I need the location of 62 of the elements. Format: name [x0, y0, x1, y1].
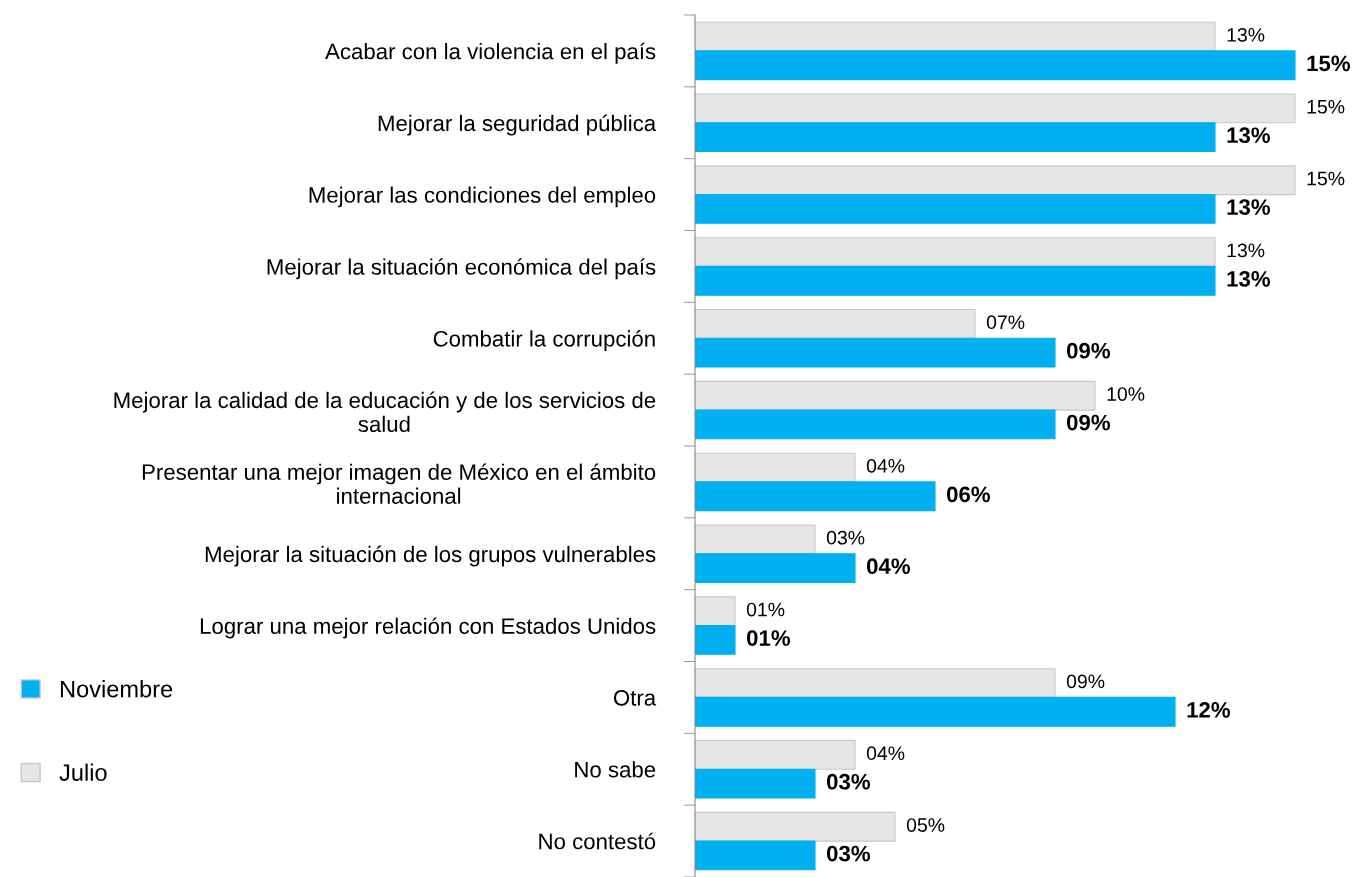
data-label: 03%	[826, 530, 865, 545]
data-label: 09%	[1066, 674, 1105, 689]
data-label: 10%	[1107, 387, 1145, 401]
data-label: 01%	[746, 602, 785, 617]
data-label: 13%	[1227, 127, 1270, 144]
y-tick-label: Mejorar la calidad de la educación y de los servicios de salud	[114, 391, 656, 433]
bar	[695, 524, 816, 555]
y-tick-label: Mejorar la situación de los grupos vulnerables	[205, 545, 656, 567]
y-tick-label: Combatir la corrupción	[433, 330, 655, 352]
bar	[695, 409, 1056, 440]
data-label: 13%	[1227, 199, 1270, 215]
bar	[695, 50, 1296, 81]
legend-label: Noviembre	[60, 680, 173, 698]
data-label: 09%	[1066, 342, 1110, 359]
data-label: 15%	[1307, 171, 1345, 186]
y-tick-label: No contestó	[539, 832, 656, 850]
bar	[695, 840, 816, 871]
data-label: 03%	[826, 773, 870, 790]
y-tick-label: Acabar con la violencia en el país	[325, 42, 656, 64]
bar	[695, 668, 1056, 698]
data-label: 04%	[866, 459, 905, 473]
bar	[695, 93, 1296, 124]
bar	[695, 768, 816, 799]
bar	[695, 237, 1216, 267]
data-label: 15%	[1307, 55, 1350, 72]
y-tick-label: Mejorar las condiciones del empleo	[309, 186, 656, 208]
bar	[695, 194, 1216, 224]
y-tick-label: Otra	[613, 689, 657, 706]
y-tick-label: Lograr una mejor relación con Estados Unidos	[200, 617, 656, 639]
bar	[695, 337, 1056, 368]
data-label: 13%	[1227, 243, 1265, 258]
bar	[695, 625, 736, 655]
bar	[695, 696, 1176, 727]
bar	[695, 811, 896, 842]
data-label: 07%	[986, 315, 1025, 330]
bar	[695, 452, 856, 483]
bar	[695, 553, 856, 584]
data-label: 04%	[866, 746, 905, 761]
data-label: 09%	[1066, 414, 1110, 431]
data-label: 12%	[1187, 702, 1230, 718]
data-label: 06%	[946, 486, 990, 503]
data-label: 13%	[1227, 271, 1270, 287]
bar	[695, 380, 1096, 411]
data-label: 03%	[826, 845, 870, 862]
bar	[695, 122, 1216, 153]
data-label: 15%	[1307, 99, 1345, 114]
bar	[695, 739, 856, 770]
y-tick-label: Mejorar la seguridad pública	[378, 114, 657, 136]
y-tick-label: Presentar una mejor imagen de México en el ámbito internacional	[142, 463, 656, 504]
data-label: 01%	[746, 630, 790, 646]
bar	[695, 308, 976, 339]
data-label: 13%	[1227, 28, 1265, 42]
bar	[695, 21, 1216, 52]
data-label: 04%	[866, 558, 910, 575]
y-tick-label: Mejorar la situación económica del país	[267, 258, 656, 280]
bar	[695, 596, 736, 627]
y-tick-label: No sabe	[575, 761, 656, 778]
data-label: 05%	[906, 818, 945, 832]
bar	[695, 481, 936, 512]
bar	[695, 265, 1216, 296]
legend-label: Julio	[59, 763, 107, 781]
bar	[695, 165, 1296, 196]
